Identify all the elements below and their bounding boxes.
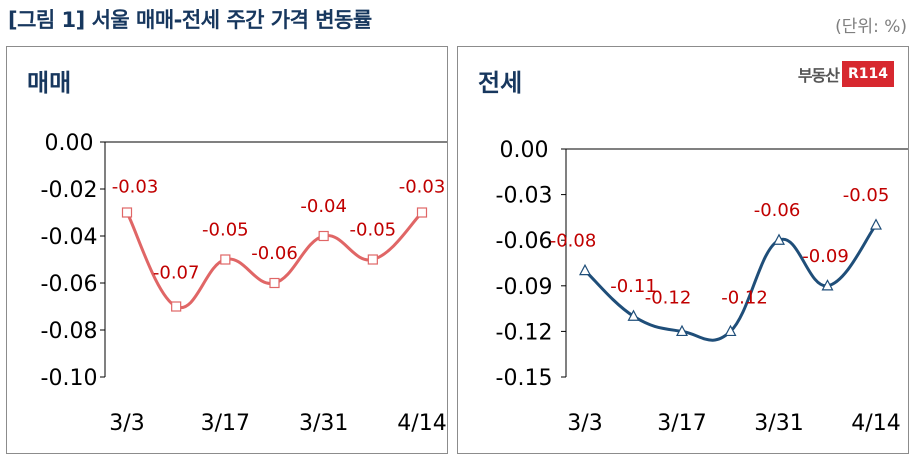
x-tick-label: 3/17 (201, 411, 250, 436)
sale-data-label: -0.03 (399, 177, 446, 198)
sale-point (171, 301, 182, 312)
x-tick-label: 4/14 (397, 411, 446, 436)
x-tick-label: 3/31 (754, 411, 803, 436)
jeonse-data-label: -0.05 (843, 185, 890, 206)
y-tick-label: -0.12 (496, 320, 553, 345)
jeonse-data-label: -0.08 (550, 231, 597, 252)
x-tick-label: 3/3 (109, 411, 144, 436)
y-tick-label: -0.02 (41, 178, 98, 203)
y-tick-label: -0.04 (41, 225, 98, 250)
jeonse-data-label: -0.09 (802, 246, 849, 267)
jeonse-point (870, 218, 882, 230)
jeonse-point (627, 309, 640, 321)
jeonse-point (724, 324, 737, 337)
y-tick-label: -0.15 (496, 366, 553, 391)
x-tick-label: 3/17 (657, 411, 706, 436)
jeonse-point (773, 233, 785, 245)
sale-data-label: -0.06 (251, 243, 298, 264)
jeonse-data-label: -0.11 (610, 276, 657, 297)
y-tick-label: 0.00 (500, 138, 549, 163)
sale-point (416, 207, 428, 218)
jeonse-chart: 0.00 -0.03 -0.06 -0.09 -0.12 -0.15 3/3 3/17 3/31… (496, 138, 908, 436)
r114-logo: 부동산 R114 (798, 61, 894, 87)
sale-data-label: -0.05 (202, 220, 249, 241)
sale-data-label: -0.04 (300, 196, 347, 217)
jeonse-data-label: -0.12 (645, 287, 692, 308)
logo-text: 부동산 (797, 66, 840, 85)
sale-data-label: -0.05 (350, 220, 397, 241)
y-tick-label: -0.09 (496, 275, 553, 300)
x-tick-label: 4/14 (851, 411, 900, 436)
jeonse-point (579, 263, 591, 276)
x-tick-label: 3/31 (299, 411, 348, 436)
chart-panel-jeonse: 전세 부동산 R114 0.00 -0.03 -0.06 -0.09 -0.12 -0.1… (457, 46, 909, 454)
unit-label: (단위: %) (835, 17, 907, 37)
sale-point (367, 254, 378, 265)
sale-chart: 0.00 -0.02 -0.04 -0.06 -0.08 -0.10 3/3 3/17 3/31… (41, 131, 447, 436)
y-tick-label: 0.00 (45, 131, 94, 156)
logo-badge: R114 (841, 61, 894, 87)
sale-point (220, 254, 231, 265)
jeonse-data-label: -0.06 (754, 200, 801, 221)
chart-title-jeonse: 전세 (478, 69, 523, 97)
sale-point (269, 277, 280, 289)
figure-title: [그림 1] 서울 매매-전세 주간 가격 변동률 (8, 8, 372, 32)
sale-point (121, 207, 133, 218)
y-tick-label: -0.10 (41, 366, 98, 391)
sale-data-label: -0.03 (112, 177, 159, 198)
x-tick-label: 3/3 (567, 411, 602, 436)
jeonse-point (676, 324, 688, 337)
jeonse-data-label: -0.12 (721, 287, 768, 308)
chart-panel-sale: 매매 0.00 -0.02 -0.04 -0.06 -0.08 -0.10 3/3 3/17 3… (6, 46, 448, 454)
sale-point (318, 230, 329, 242)
y-tick-label: -0.08 (41, 319, 98, 344)
sale-data-label: -0.07 (153, 263, 200, 284)
y-tick-label: -0.03 (496, 184, 553, 209)
y-tick-label: -0.06 (41, 272, 98, 297)
chart-title-sale: 매매 (27, 69, 72, 97)
jeonse-point (821, 279, 834, 291)
y-tick-label: -0.06 (496, 229, 553, 254)
